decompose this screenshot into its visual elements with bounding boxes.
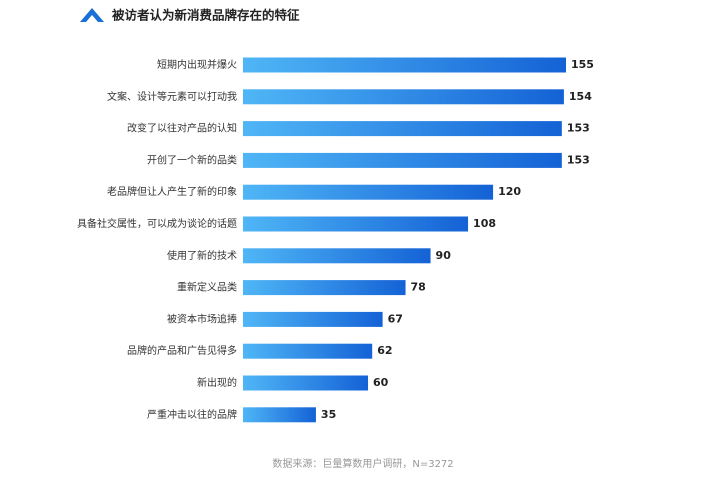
category-label: 开创了一个新的品类	[147, 153, 237, 166]
value-label: 154	[569, 90, 592, 103]
category-label: 文案、设计等元素可以打动我	[107, 90, 237, 103]
bar	[243, 248, 431, 264]
value-label: 120	[498, 185, 521, 198]
bar	[243, 184, 494, 200]
bar	[243, 89, 564, 105]
source-note: 数据来源：巨量算数用户调研，N=3272	[272, 457, 453, 470]
value-label: 67	[388, 312, 403, 325]
bar	[243, 216, 469, 232]
bar	[243, 375, 369, 391]
value-label: 90	[436, 249, 452, 262]
value-label: 155	[571, 58, 594, 71]
value-label: 153	[567, 122, 590, 135]
value-label: 153	[567, 153, 590, 166]
category-label: 被资本市场追捧	[167, 312, 237, 325]
value-label: 62	[377, 344, 392, 357]
category-label: 短期内出现并爆火	[157, 58, 237, 71]
category-label: 具备社交属性，可以成为谈论的话题	[77, 217, 237, 230]
bar	[243, 121, 562, 137]
value-label: 60	[373, 376, 389, 389]
category-label: 重新定义品类	[177, 281, 237, 294]
value-label: 35	[321, 408, 336, 421]
bar	[243, 57, 566, 73]
category-label: 新出现的	[197, 376, 237, 389]
chart-title: 被访者认为新消费品牌存在的特征	[112, 8, 300, 23]
category-label: 严重冲击以往的品牌	[147, 408, 237, 421]
category-label: 品牌的产品和广告见得多	[127, 344, 237, 357]
category-label: 使用了新的技术	[167, 249, 237, 262]
category-label: 改变了以往对产品的认知	[127, 122, 237, 135]
bar	[243, 152, 562, 168]
title-icon	[80, 8, 104, 22]
bar	[243, 407, 316, 423]
bar	[243, 280, 406, 296]
category-label: 老品牌但让人产生了新的印象	[107, 185, 237, 198]
bar	[243, 311, 383, 327]
value-label: 78	[411, 281, 426, 294]
value-label: 108	[473, 217, 496, 230]
bar	[243, 343, 373, 359]
